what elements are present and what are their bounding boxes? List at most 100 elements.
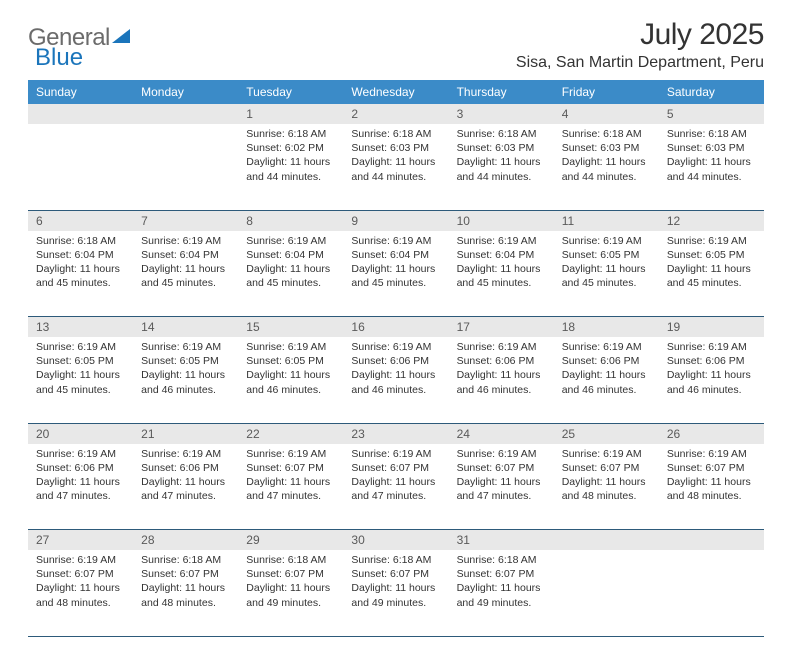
daylight-line: Daylight: 11 hours and 49 minutes. (351, 581, 440, 609)
daylight-line: Daylight: 11 hours and 47 minutes. (457, 475, 546, 503)
daylight-line: Daylight: 11 hours and 45 minutes. (141, 262, 230, 290)
day-cell: Sunrise: 6:19 AMSunset: 6:05 PMDaylight:… (28, 337, 133, 423)
day-cell-content: Sunrise: 6:19 AMSunset: 6:06 PMDaylight:… (343, 337, 448, 403)
day-cell: Sunrise: 6:19 AMSunset: 6:04 PMDaylight:… (343, 231, 448, 317)
daylight-line: Daylight: 11 hours and 45 minutes. (36, 368, 125, 396)
day-number-row: 2728293031 (28, 530, 764, 551)
title-block: July 2025 Sisa, San Martin Department, P… (516, 18, 764, 72)
day-number-row: 12345 (28, 104, 764, 124)
sunset-line: Sunset: 6:07 PM (457, 461, 546, 475)
daylight-line: Daylight: 11 hours and 47 minutes. (141, 475, 230, 503)
day-cell: Sunrise: 6:19 AMSunset: 6:04 PMDaylight:… (133, 231, 238, 317)
day-cell-content: Sunrise: 6:19 AMSunset: 6:05 PMDaylight:… (133, 337, 238, 403)
day-cell: Sunrise: 6:19 AMSunset: 6:05 PMDaylight:… (238, 337, 343, 423)
calendar-table: Sunday Monday Tuesday Wednesday Thursday… (28, 80, 764, 637)
day-cell: Sunrise: 6:19 AMSunset: 6:04 PMDaylight:… (449, 231, 554, 317)
sunrise-line: Sunrise: 6:18 AM (457, 127, 546, 141)
daylight-line: Daylight: 11 hours and 44 minutes. (351, 155, 440, 183)
daylight-line: Daylight: 11 hours and 48 minutes. (141, 581, 230, 609)
day-cell: Sunrise: 6:18 AMSunset: 6:03 PMDaylight:… (343, 124, 448, 210)
day-cell-content (554, 550, 659, 559)
sunset-line: Sunset: 6:04 PM (36, 248, 125, 262)
sunrise-line: Sunrise: 6:19 AM (141, 447, 230, 461)
sunset-line: Sunset: 6:03 PM (667, 141, 756, 155)
day-cell: Sunrise: 6:19 AMSunset: 6:06 PMDaylight:… (449, 337, 554, 423)
day-number: 1 (238, 104, 343, 124)
day-cell-content: Sunrise: 6:19 AMSunset: 6:07 PMDaylight:… (28, 550, 133, 616)
day-number: 17 (449, 317, 554, 338)
day-cell: Sunrise: 6:19 AMSunset: 6:05 PMDaylight:… (659, 231, 764, 317)
calendar-body: 12345Sunrise: 6:18 AMSunset: 6:02 PMDayl… (28, 104, 764, 636)
day-cell-content (659, 550, 764, 559)
day-number: 20 (28, 423, 133, 444)
day-cell: Sunrise: 6:18 AMSunset: 6:03 PMDaylight:… (449, 124, 554, 210)
day-cell: Sunrise: 6:19 AMSunset: 6:07 PMDaylight:… (343, 444, 448, 530)
sunset-line: Sunset: 6:04 PM (457, 248, 546, 262)
weekday-header: Monday (133, 80, 238, 104)
daylight-line: Daylight: 11 hours and 46 minutes. (141, 368, 230, 396)
sunset-line: Sunset: 6:07 PM (351, 567, 440, 581)
day-cell-content: Sunrise: 6:18 AMSunset: 6:04 PMDaylight:… (28, 231, 133, 297)
day-cell: Sunrise: 6:19 AMSunset: 6:06 PMDaylight:… (659, 337, 764, 423)
sunset-line: Sunset: 6:07 PM (36, 567, 125, 581)
day-cell: Sunrise: 6:19 AMSunset: 6:04 PMDaylight:… (238, 231, 343, 317)
day-cell-content (28, 124, 133, 133)
sunset-line: Sunset: 6:05 PM (562, 248, 651, 262)
sunset-line: Sunset: 6:05 PM (667, 248, 756, 262)
sunrise-line: Sunrise: 6:18 AM (351, 127, 440, 141)
day-content-row: Sunrise: 6:18 AMSunset: 6:04 PMDaylight:… (28, 231, 764, 317)
sunset-line: Sunset: 6:06 PM (141, 461, 230, 475)
sunset-line: Sunset: 6:07 PM (246, 461, 335, 475)
sunset-line: Sunset: 6:04 PM (351, 248, 440, 262)
day-cell: Sunrise: 6:19 AMSunset: 6:06 PMDaylight:… (133, 444, 238, 530)
sunrise-line: Sunrise: 6:18 AM (457, 553, 546, 567)
day-cell-content: Sunrise: 6:19 AMSunset: 6:04 PMDaylight:… (133, 231, 238, 297)
day-number: 24 (449, 423, 554, 444)
day-cell: Sunrise: 6:19 AMSunset: 6:07 PMDaylight:… (659, 444, 764, 530)
location-text: Sisa, San Martin Department, Peru (516, 54, 764, 72)
day-number: 3 (449, 104, 554, 124)
day-number: 30 (343, 530, 448, 551)
sunset-line: Sunset: 6:06 PM (457, 354, 546, 368)
day-cell-content: Sunrise: 6:19 AMSunset: 6:04 PMDaylight:… (449, 231, 554, 297)
sunset-line: Sunset: 6:07 PM (141, 567, 230, 581)
day-cell-content: Sunrise: 6:19 AMSunset: 6:06 PMDaylight:… (659, 337, 764, 403)
day-number: 19 (659, 317, 764, 338)
day-cell: Sunrise: 6:18 AMSunset: 6:03 PMDaylight:… (554, 124, 659, 210)
daylight-line: Daylight: 11 hours and 46 minutes. (351, 368, 440, 396)
weekday-header: Saturday (659, 80, 764, 104)
daylight-line: Daylight: 11 hours and 45 minutes. (667, 262, 756, 290)
day-number: 16 (343, 317, 448, 338)
day-cell-content: Sunrise: 6:19 AMSunset: 6:06 PMDaylight:… (28, 444, 133, 510)
day-cell-content: Sunrise: 6:18 AMSunset: 6:03 PMDaylight:… (343, 124, 448, 190)
day-cell: Sunrise: 6:18 AMSunset: 6:07 PMDaylight:… (449, 550, 554, 636)
daylight-line: Daylight: 11 hours and 46 minutes. (246, 368, 335, 396)
day-cell-content: Sunrise: 6:19 AMSunset: 6:07 PMDaylight:… (554, 444, 659, 510)
day-number: 25 (554, 423, 659, 444)
sunrise-line: Sunrise: 6:18 AM (36, 234, 125, 248)
weekday-header: Wednesday (343, 80, 448, 104)
day-number: 28 (133, 530, 238, 551)
day-cell: Sunrise: 6:18 AMSunset: 6:04 PMDaylight:… (28, 231, 133, 317)
day-number: 4 (554, 104, 659, 124)
day-cell-content: Sunrise: 6:19 AMSunset: 6:07 PMDaylight:… (449, 444, 554, 510)
day-number: 14 (133, 317, 238, 338)
sunrise-line: Sunrise: 6:19 AM (246, 447, 335, 461)
sunset-line: Sunset: 6:03 PM (351, 141, 440, 155)
month-title: July 2025 (516, 18, 764, 52)
sunset-line: Sunset: 6:05 PM (141, 354, 230, 368)
weekday-header: Friday (554, 80, 659, 104)
day-number: 26 (659, 423, 764, 444)
day-cell-content: Sunrise: 6:19 AMSunset: 6:06 PMDaylight:… (449, 337, 554, 403)
day-cell-content: Sunrise: 6:18 AMSunset: 6:07 PMDaylight:… (238, 550, 343, 616)
sunrise-line: Sunrise: 6:19 AM (246, 234, 335, 248)
sunrise-line: Sunrise: 6:19 AM (562, 340, 651, 354)
day-number: 6 (28, 210, 133, 231)
daylight-line: Daylight: 11 hours and 48 minutes. (562, 475, 651, 503)
daylight-line: Daylight: 11 hours and 45 minutes. (351, 262, 440, 290)
day-content-row: Sunrise: 6:19 AMSunset: 6:07 PMDaylight:… (28, 550, 764, 636)
day-content-row: Sunrise: 6:18 AMSunset: 6:02 PMDaylight:… (28, 124, 764, 210)
day-cell: Sunrise: 6:18 AMSunset: 6:07 PMDaylight:… (343, 550, 448, 636)
day-number-row: 20212223242526 (28, 423, 764, 444)
day-cell: Sunrise: 6:19 AMSunset: 6:05 PMDaylight:… (133, 337, 238, 423)
